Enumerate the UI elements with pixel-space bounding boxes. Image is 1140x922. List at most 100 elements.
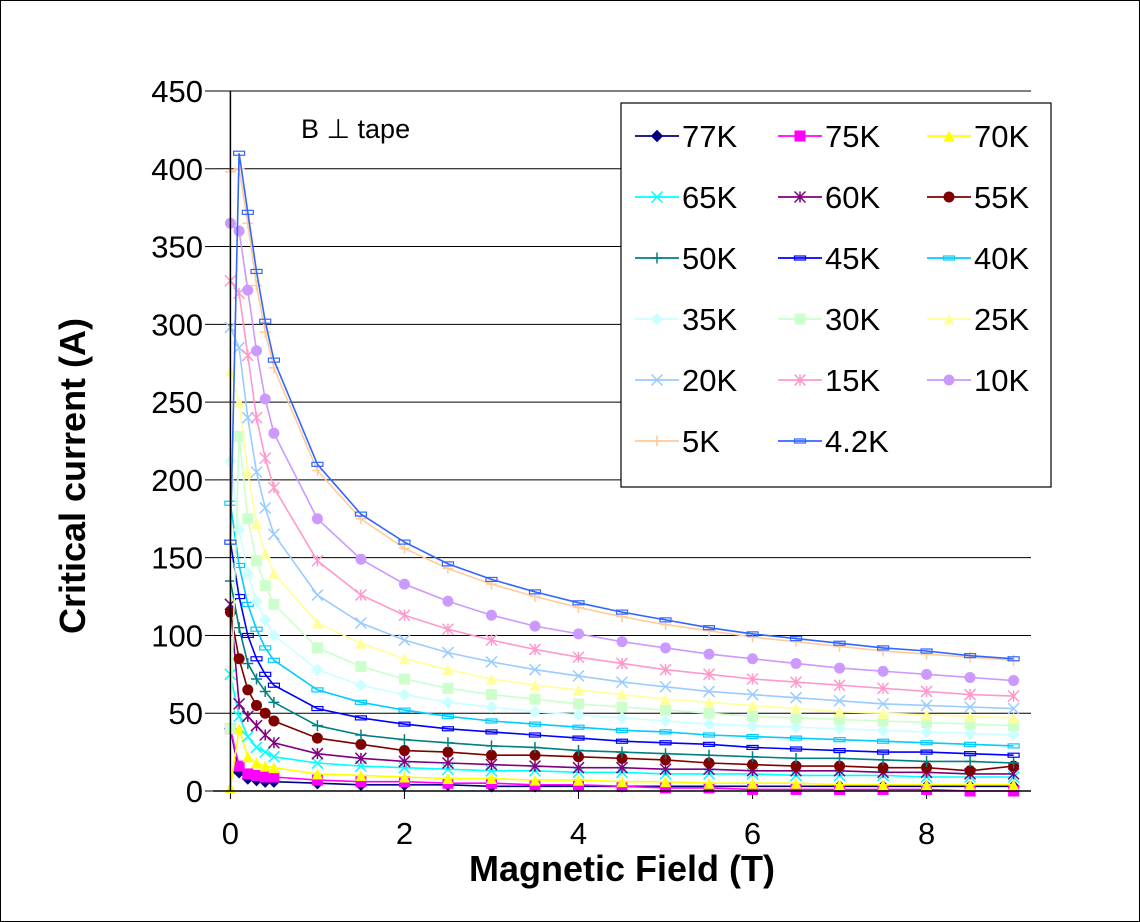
data-point [312, 720, 323, 731]
data-point [617, 636, 628, 647]
data-point [486, 702, 497, 713]
x-axis-title: Magnetic Field (T) [469, 848, 775, 889]
y-tick-label: 0 [186, 774, 203, 809]
data-point [260, 502, 271, 513]
y-tick-labels: 050100150200250300350400450 [151, 74, 203, 809]
y-tick-label: 400 [151, 152, 203, 187]
legend-label: 70K [974, 119, 1029, 154]
data-point [660, 716, 671, 727]
legend-label: 50K [682, 241, 737, 276]
data-point [442, 664, 453, 675]
x-tick-label: 8 [918, 816, 935, 851]
y-tick-label: 150 [151, 541, 203, 576]
data-point [442, 737, 453, 748]
data-point [355, 730, 366, 741]
legend-label: 65K [682, 180, 737, 215]
x-tick-label: 0 [222, 816, 239, 851]
data-point [355, 661, 366, 672]
legend-label: 30K [825, 302, 880, 337]
data-point [965, 756, 976, 767]
legend-label: 10K [974, 363, 1029, 398]
data-point [573, 698, 584, 709]
data-point [486, 610, 497, 621]
data-point [242, 684, 253, 695]
data-point [486, 689, 497, 700]
data-point [251, 674, 262, 685]
data-point [704, 649, 715, 660]
data-point [442, 697, 453, 708]
data-point [260, 614, 271, 625]
data-point [747, 653, 758, 664]
legend-label: 77K [682, 119, 737, 154]
data-point [312, 513, 323, 524]
y-tick-label: 250 [151, 385, 203, 420]
data-point [399, 745, 410, 756]
x-tick-labels: 0 2 4 6 8 [222, 816, 935, 851]
legend-label: 75K [825, 119, 880, 154]
y-tick-label: 350 [151, 230, 203, 265]
data-point [704, 708, 715, 719]
data-point [312, 733, 323, 744]
data-point [355, 590, 366, 601]
legend-label: 20K [682, 363, 737, 398]
data-point [251, 555, 262, 566]
data-point [260, 708, 271, 719]
data-point [242, 218, 253, 229]
data-point [486, 740, 497, 751]
data-point [573, 709, 584, 720]
data-point [617, 702, 628, 713]
data-point [399, 653, 410, 664]
data-point [965, 672, 976, 683]
data-point [399, 610, 410, 621]
data-point [529, 706, 540, 717]
data-point [921, 669, 932, 680]
legend-label: 25K [974, 302, 1029, 337]
data-point [268, 529, 279, 540]
data-point [251, 412, 262, 423]
data-point [399, 734, 410, 745]
data-point [355, 680, 366, 691]
y-tick-label: 300 [151, 307, 203, 342]
data-point [251, 345, 262, 356]
data-point [242, 731, 253, 742]
data-point [251, 758, 262, 769]
data-point [660, 642, 671, 653]
annotation-text: B ⊥ tape [301, 114, 410, 144]
data-point [617, 712, 628, 723]
data-point [399, 635, 410, 646]
data-point [234, 226, 245, 237]
data-point [795, 314, 806, 325]
data-point [529, 621, 540, 632]
data-point [242, 285, 253, 296]
data-point [268, 482, 279, 493]
data-point [878, 666, 889, 677]
data-point [399, 689, 410, 700]
x-tick-label: 2 [396, 816, 413, 851]
data-point [234, 698, 245, 709]
data-point [442, 683, 453, 694]
data-point [242, 568, 253, 579]
data-point [312, 555, 323, 566]
legend-label: 5K [682, 424, 720, 459]
legend-label: 4.2K [825, 424, 889, 459]
data-point [268, 737, 279, 748]
data-point [242, 513, 253, 524]
data-point [260, 548, 271, 559]
y-axis-title: Critical current (A) [52, 318, 93, 634]
legend-label: 15K [825, 363, 880, 398]
data-point [795, 131, 806, 142]
data-point [234, 622, 245, 633]
data-point [442, 647, 453, 658]
x-tick-label: 6 [744, 816, 761, 851]
x-tick-label: 4 [570, 816, 587, 851]
data-point [260, 580, 271, 591]
y-tick-label: 200 [151, 463, 203, 498]
data-point [399, 579, 410, 590]
legend-label: 60K [825, 180, 880, 215]
data-point [234, 653, 245, 664]
data-point [442, 596, 453, 607]
data-point [268, 716, 279, 727]
legend-label: 45K [825, 241, 880, 276]
